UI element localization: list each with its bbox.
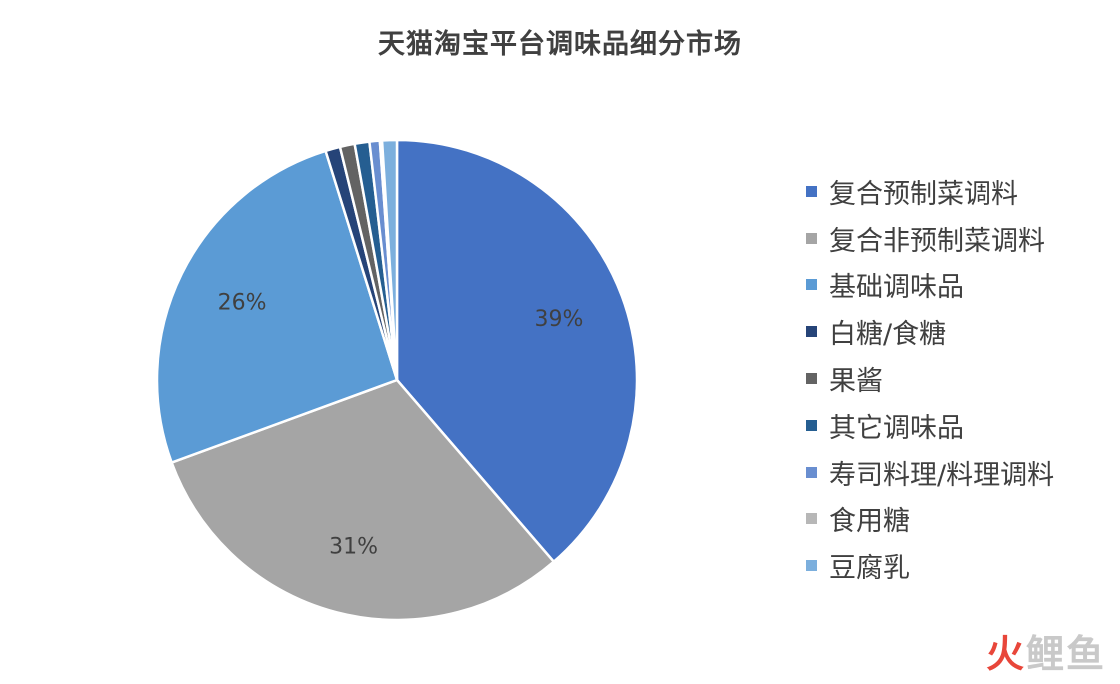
legend-swatch-4 — [806, 373, 817, 385]
legend-item-8: 豆腐乳 — [806, 542, 1054, 589]
legend-swatch-5 — [806, 419, 817, 431]
legend-swatch-3 — [806, 326, 817, 338]
legend-item-2: 基础调味品 — [806, 262, 1054, 309]
legend-item-3: 白糖/食糖 — [806, 308, 1054, 355]
legend-swatch-6 — [806, 466, 817, 478]
legend-label-6: 寿司料理/料理调料 — [829, 459, 1055, 491]
legend-label-8: 豆腐乳 — [829, 553, 910, 585]
legend-label-3: 白糖/食糖 — [829, 319, 947, 351]
pie-slice-0 — [395, 138, 639, 564]
legend-item-7: 食用糖 — [806, 496, 1054, 543]
legend-label-1: 复合非预制菜调料 — [829, 225, 1045, 257]
legend-item-0: 复合预制菜调料 — [806, 168, 1054, 215]
legend-item-4: 果酱 — [806, 355, 1054, 402]
legend-swatch-8 — [806, 560, 817, 572]
pie-data-label-2: 26% — [218, 290, 267, 315]
legend-swatch-1 — [806, 232, 817, 244]
chart-title: 天猫淘宝平台调味品细分市场 — [378, 29, 742, 60]
legend-swatch-2 — [806, 279, 817, 291]
watermark-logo: 火鲤鱼 — [986, 623, 1106, 678]
legend-label-2: 基础调味品 — [829, 272, 964, 304]
legend-swatch-7 — [806, 513, 817, 525]
watermark-part2: 鲤鱼 — [1025, 632, 1106, 676]
legend-swatch-0 — [806, 185, 817, 197]
legend-label-4: 果酱 — [829, 366, 883, 398]
pie-data-label-1: 31% — [329, 534, 378, 559]
watermark-part1: 火 — [985, 632, 1026, 676]
pie-data-label-0: 39% — [535, 307, 584, 332]
legend-label-0: 复合预制菜调料 — [829, 178, 1018, 210]
legend-label-5: 其它调味品 — [829, 412, 964, 444]
pie-slice-8 — [380, 138, 399, 381]
legend-item-5: 其它调味品 — [806, 402, 1054, 449]
legend-item-6: 寿司料理/料理调料 — [806, 449, 1054, 496]
chart-legend: 复合预制菜调料 复合非预制菜调料 基础调味品白糖/食糖果酱其它调味品寿司料理/料理调… — [806, 168, 1054, 589]
legend-label-7: 食用糖 — [829, 506, 910, 538]
legend-item-1: 复合非预制菜调料 — [806, 215, 1054, 262]
pie-slice-1 — [170, 378, 556, 622]
pie-slice-2 — [155, 149, 399, 465]
